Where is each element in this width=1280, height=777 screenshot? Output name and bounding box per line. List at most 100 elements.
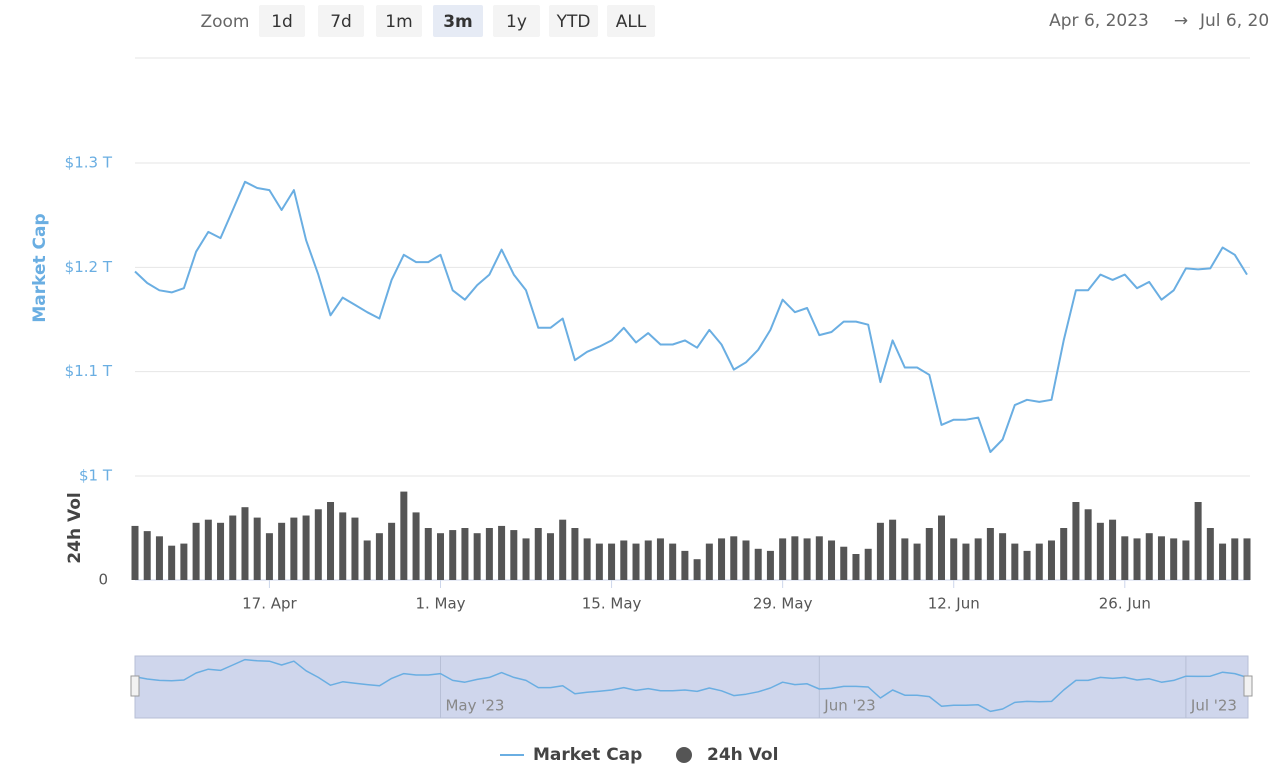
volume-bar	[400, 491, 408, 580]
volume-bar	[999, 533, 1007, 580]
volume-bar	[339, 512, 347, 580]
volume-bar	[1096, 522, 1104, 580]
volume-bar	[913, 543, 921, 580]
volume-bar	[1023, 550, 1031, 580]
volume-bar	[436, 533, 444, 580]
button-bg[interactable]	[318, 5, 364, 37]
volume-bar	[950, 538, 958, 580]
volume-bar	[974, 538, 982, 580]
navigator-handle[interactable]	[130, 675, 140, 697]
volume-bar	[595, 543, 603, 580]
volume-bar	[1121, 536, 1129, 580]
volume-bar	[1243, 538, 1251, 580]
volume-bar	[1206, 528, 1214, 580]
y-axis-title: Market Cap	[30, 213, 50, 322]
volume-bar	[644, 540, 652, 580]
button-label[interactable]: 1m	[385, 12, 412, 32]
volume-bar	[1035, 543, 1043, 580]
navigator-label: Jun '23	[823, 697, 875, 715]
volume-bar	[889, 519, 897, 580]
button-label[interactable]: YTD	[556, 12, 591, 32]
volume-bar	[522, 538, 530, 580]
button-label[interactable]: 3m	[443, 12, 473, 32]
navigator-band	[134, 655, 1249, 719]
x-tick-label: 12. Jun	[928, 595, 980, 613]
button-label[interactable]: ALL	[616, 12, 647, 32]
volume-bar	[705, 543, 713, 580]
zoom-button[interactable]: ALL	[607, 5, 655, 37]
volume-bar	[779, 538, 787, 580]
volume-bar	[1194, 502, 1202, 580]
volume-bar	[327, 502, 335, 580]
button-bg[interactable]	[549, 5, 598, 37]
volume-bar	[559, 519, 567, 580]
x-tick-label: 15. May	[582, 595, 642, 613]
volume-bar	[217, 522, 225, 580]
date-range: Apr 6, 2023 → Jul 6, 2023	[1049, 11, 1270, 31]
navigator-label: May '23	[445, 697, 504, 715]
legend-label[interactable]: Market Cap	[533, 745, 642, 765]
button-bg[interactable]	[493, 5, 540, 37]
volume-bar	[1047, 540, 1055, 580]
volume-bar	[669, 543, 677, 580]
zoom-button[interactable]: 1m	[376, 5, 422, 37]
volume-bar	[314, 509, 322, 580]
volume-bar	[1170, 538, 1178, 580]
volume-bar	[1060, 528, 1068, 580]
button-bg[interactable]	[259, 5, 305, 37]
volume-bar	[534, 528, 542, 580]
volume-bar	[925, 528, 933, 580]
y-tick-label: $1.2 T	[65, 258, 113, 276]
volume-bar	[901, 538, 909, 580]
button-bg[interactable]	[376, 5, 422, 37]
volume-bar	[766, 550, 774, 580]
zoom-button[interactable]: YTD	[549, 5, 598, 37]
volume-bar	[351, 517, 359, 580]
button-label[interactable]: 1d	[271, 12, 293, 32]
volume-bar	[412, 512, 420, 580]
button-label[interactable]: 7d	[330, 12, 352, 32]
volume-bar	[1011, 543, 1019, 580]
volume-bar	[742, 540, 750, 580]
market-cap-line	[134, 180, 1248, 453]
volume-bar	[840, 546, 848, 580]
volume-bar	[1145, 533, 1153, 580]
volume-bar	[461, 528, 469, 580]
volume-bar	[864, 548, 872, 580]
x-tick-label: 17. Apr	[242, 595, 297, 613]
volume-bar	[229, 515, 237, 580]
button-bg[interactable]	[433, 5, 483, 37]
zoom-button[interactable]: 3m	[433, 5, 483, 37]
volume-bar	[1231, 538, 1239, 580]
volume-bar	[265, 533, 273, 580]
button-bg[interactable]	[607, 5, 655, 37]
zoom-button[interactable]: 1y	[493, 5, 540, 37]
volume-bar	[363, 540, 371, 580]
y-tick-label: $1.1 T	[65, 362, 113, 380]
range-from: Apr 6, 2023	[1049, 11, 1149, 31]
volume-bar	[815, 536, 823, 580]
y-tick-label: $1.3 T	[65, 154, 113, 172]
volume-bar	[656, 538, 664, 580]
volume-bar	[546, 533, 554, 580]
volume-bar	[632, 543, 640, 580]
volume-bar	[608, 543, 616, 580]
navigator-line	[134, 658, 1248, 713]
volume-bar	[510, 530, 518, 580]
y-tick-label: $1 T	[79, 467, 113, 485]
volume-bar	[143, 531, 151, 580]
volume-bar	[571, 528, 579, 580]
navigator-label: Jul '23	[1190, 697, 1237, 715]
button-label[interactable]: 1y	[506, 12, 527, 32]
navigator-handle[interactable]	[1243, 675, 1253, 697]
volume-bar	[424, 528, 432, 580]
x-tick-label: 1. May	[415, 595, 465, 613]
volume-bar	[302, 515, 310, 580]
legend-symbol	[676, 747, 692, 763]
volume-bar	[718, 538, 726, 580]
zoom-button[interactable]: 7d	[318, 5, 364, 37]
zoom-button[interactable]: 1d	[259, 5, 305, 37]
legend-label[interactable]: 24h Vol	[707, 745, 778, 765]
volume-bar	[168, 545, 176, 580]
volume-bar	[730, 536, 738, 580]
